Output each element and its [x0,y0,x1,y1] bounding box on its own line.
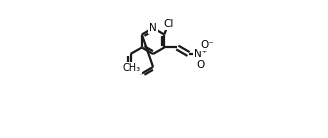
Text: O: O [196,60,205,70]
Text: Cl: Cl [163,19,174,29]
Text: CH₃: CH₃ [123,63,141,73]
Text: N: N [149,23,157,33]
Text: N⁺: N⁺ [194,49,207,59]
Text: O⁻: O⁻ [200,40,214,50]
